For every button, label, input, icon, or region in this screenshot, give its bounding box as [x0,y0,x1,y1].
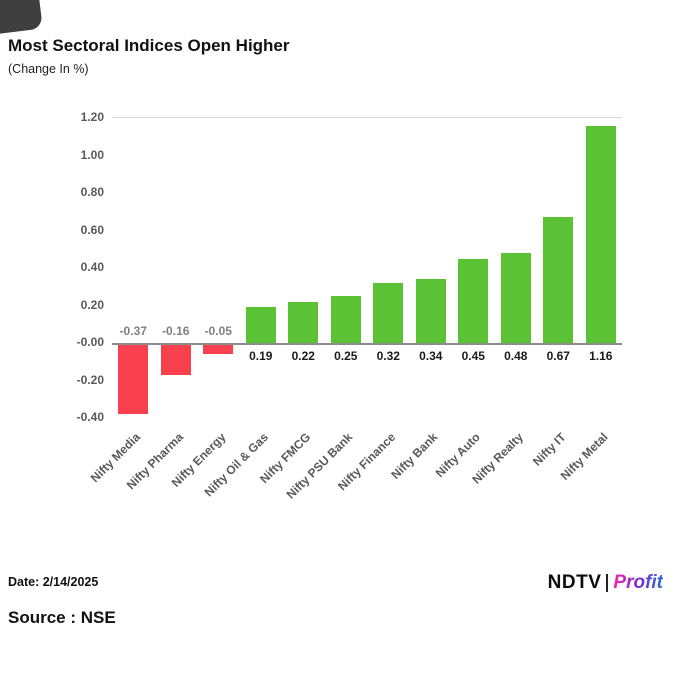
bar-nifty-media [118,345,149,415]
value-label-nifty-fmcg: 0.22 [291,349,315,363]
value-label-nifty-psu-bank: 0.25 [334,349,358,363]
value-label-nifty-auto: 0.45 [461,349,485,363]
bar-nifty-oil-gas [245,307,276,343]
y-tick-label: 0.20 [80,297,104,312]
chart-subtitle: (Change In %) [8,62,89,76]
value-label-nifty-it: 0.67 [546,349,570,363]
value-label-nifty-energy: -0.05 [204,324,232,338]
y-tick-label: 1.00 [80,147,104,162]
y-tick-label: 1.20 [80,110,104,124]
y-tick-label: 0.60 [80,222,104,237]
y-tick-label: 0.40 [80,260,104,274]
value-label-nifty-realty: 0.48 [504,349,528,363]
y-tick-label: -0.40 [76,410,104,424]
x-label-nifty-it: Nifty IT [529,430,569,469]
plot-top-border [112,117,622,118]
ndtv-logo-text: NDTV [547,572,602,593]
bar-nifty-metal [585,125,616,343]
bar-nifty-bank [415,279,446,343]
chart-title: Most Sectoral Indices Open Higher [8,36,290,55]
bar-nifty-realty [500,253,531,343]
y-tick-label: -0.00 [76,335,104,349]
value-label-nifty-media: -0.37 [119,324,147,338]
bar-nifty-psu-bank [330,296,361,343]
profit-logo-text: Profit [613,572,663,593]
logo-divider [606,574,609,592]
value-label-nifty-metal: 1.16 [589,349,613,363]
source-label: Source : NSE [8,608,116,627]
value-label-nifty-bank: 0.34 [419,349,443,363]
zero-axis-line [112,343,622,345]
date-label: Date: 2/14/2025 [8,575,99,589]
bar-nifty-pharma [160,345,191,375]
bar-nifty-energy [203,345,234,355]
value-label-nifty-pharma: -0.16 [162,324,190,338]
bar-nifty-it [543,217,574,343]
y-tick-label: 0.80 [80,185,104,199]
y-tick-label: -0.20 [76,372,104,387]
bar-nifty-fmcg [288,301,319,343]
value-label-nifty-finance: 0.32 [376,349,400,363]
bar-nifty-finance [373,283,404,343]
value-label-nifty-oil-gas: 0.19 [249,349,273,363]
bar-nifty-auto [458,258,489,343]
ndtv-profit-logo: NDTV Profit [548,572,663,594]
